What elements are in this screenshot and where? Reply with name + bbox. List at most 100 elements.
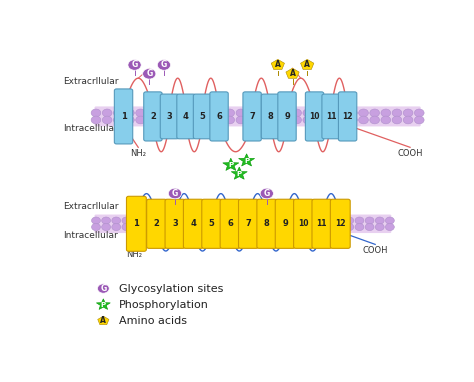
Circle shape — [284, 223, 293, 231]
Text: 2: 2 — [150, 112, 156, 121]
Text: P: P — [237, 171, 242, 177]
Circle shape — [370, 116, 380, 124]
Circle shape — [274, 223, 283, 231]
Circle shape — [264, 217, 273, 224]
Text: 8: 8 — [268, 112, 273, 121]
Polygon shape — [301, 59, 314, 70]
Polygon shape — [98, 316, 109, 325]
Circle shape — [193, 223, 202, 231]
Circle shape — [274, 217, 283, 224]
Circle shape — [203, 217, 212, 224]
Circle shape — [260, 188, 273, 199]
Circle shape — [247, 116, 257, 124]
Text: G: G — [131, 60, 137, 70]
Circle shape — [202, 116, 212, 124]
Circle shape — [345, 223, 354, 231]
Circle shape — [122, 223, 131, 231]
Text: 9: 9 — [284, 112, 290, 121]
Circle shape — [284, 217, 293, 224]
FancyBboxPatch shape — [127, 196, 146, 251]
Circle shape — [347, 116, 357, 124]
Circle shape — [180, 109, 190, 117]
Circle shape — [236, 109, 246, 117]
Text: NH₂: NH₂ — [130, 149, 146, 158]
Circle shape — [325, 223, 334, 231]
FancyBboxPatch shape — [338, 92, 357, 141]
FancyBboxPatch shape — [312, 199, 332, 248]
Text: P: P — [228, 162, 233, 168]
Circle shape — [102, 109, 112, 117]
Text: Extracrllular: Extracrllular — [63, 77, 118, 86]
Circle shape — [385, 217, 394, 224]
Circle shape — [125, 116, 134, 124]
Circle shape — [183, 223, 191, 231]
Circle shape — [303, 116, 313, 124]
Circle shape — [152, 223, 161, 231]
Circle shape — [191, 116, 201, 124]
FancyBboxPatch shape — [220, 199, 240, 248]
Circle shape — [102, 116, 112, 124]
Text: 12: 12 — [342, 112, 353, 121]
FancyBboxPatch shape — [146, 199, 166, 248]
Circle shape — [414, 109, 424, 117]
Circle shape — [264, 223, 273, 231]
FancyBboxPatch shape — [160, 94, 179, 139]
Polygon shape — [238, 154, 255, 166]
Polygon shape — [223, 158, 239, 170]
Circle shape — [314, 116, 324, 124]
Text: Intracellular: Intracellular — [63, 231, 118, 240]
Circle shape — [183, 217, 191, 224]
Circle shape — [281, 109, 291, 117]
Text: A: A — [290, 69, 295, 78]
Circle shape — [375, 223, 384, 231]
FancyBboxPatch shape — [94, 215, 392, 233]
Text: Intracellular: Intracellular — [63, 124, 118, 133]
Text: 7: 7 — [249, 112, 255, 121]
Circle shape — [163, 223, 172, 231]
Circle shape — [244, 217, 253, 224]
Circle shape — [365, 223, 374, 231]
FancyBboxPatch shape — [94, 107, 421, 126]
Polygon shape — [231, 167, 247, 179]
Text: 3: 3 — [172, 219, 178, 228]
Circle shape — [392, 116, 402, 124]
Circle shape — [381, 116, 391, 124]
Circle shape — [403, 116, 413, 124]
Circle shape — [244, 223, 253, 231]
Circle shape — [203, 223, 212, 231]
Circle shape — [113, 109, 123, 117]
Circle shape — [142, 217, 151, 224]
Circle shape — [359, 109, 368, 117]
FancyBboxPatch shape — [243, 92, 261, 141]
Circle shape — [112, 223, 121, 231]
Text: G: G — [100, 284, 107, 293]
Circle shape — [152, 217, 161, 224]
Circle shape — [98, 284, 109, 293]
Circle shape — [325, 116, 335, 124]
Circle shape — [223, 223, 232, 231]
Text: COOH: COOH — [397, 149, 423, 158]
Circle shape — [147, 109, 156, 117]
Circle shape — [392, 109, 402, 117]
Circle shape — [233, 217, 242, 224]
Circle shape — [304, 223, 313, 231]
Circle shape — [281, 116, 291, 124]
Circle shape — [359, 116, 368, 124]
Text: 10: 10 — [310, 112, 320, 121]
Circle shape — [169, 116, 179, 124]
Text: 1: 1 — [134, 219, 139, 228]
Text: G: G — [264, 189, 270, 198]
Circle shape — [193, 217, 202, 224]
Circle shape — [132, 223, 141, 231]
Circle shape — [325, 109, 335, 117]
Circle shape — [147, 116, 156, 124]
FancyBboxPatch shape — [278, 92, 296, 141]
Text: P: P — [244, 157, 249, 163]
Circle shape — [337, 109, 346, 117]
Circle shape — [403, 109, 413, 117]
Circle shape — [294, 217, 303, 224]
Circle shape — [236, 116, 246, 124]
Text: 3: 3 — [166, 112, 173, 121]
Text: 7: 7 — [246, 219, 251, 228]
FancyBboxPatch shape — [165, 199, 185, 248]
